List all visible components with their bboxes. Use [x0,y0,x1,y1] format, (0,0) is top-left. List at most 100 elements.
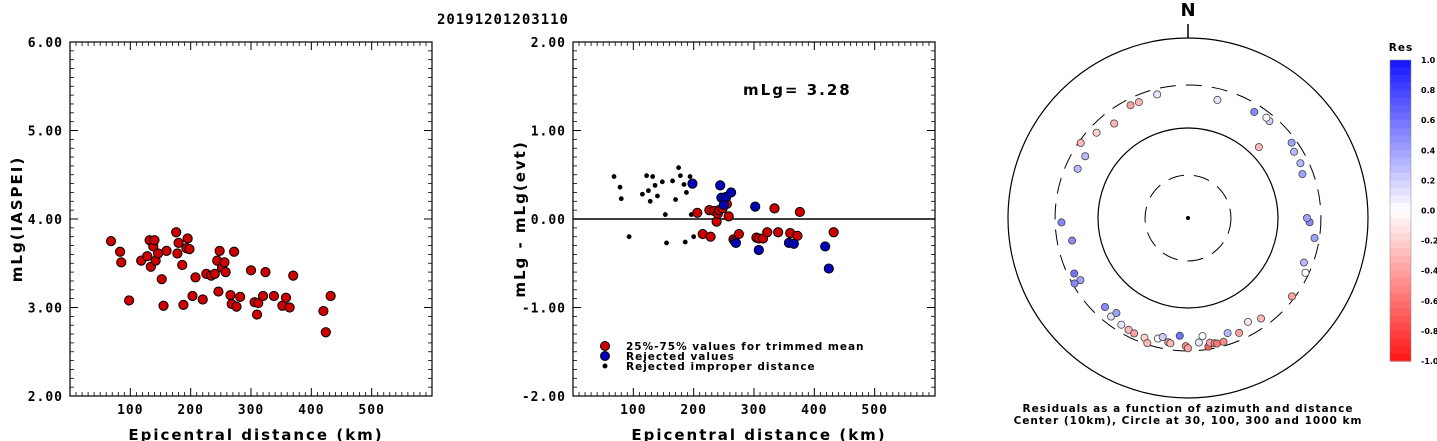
data-point-improper [662,212,668,217]
colorbar-segment [1390,75,1411,84]
colorbar-segment [1390,105,1411,114]
colorbar-segment [1390,97,1411,106]
colorbar-segment [1390,127,1411,136]
y-axis-label: mLg - mLg(evt) [511,140,529,297]
data-point [114,246,126,257]
data-point [213,286,224,297]
data-point [173,237,184,248]
data-point [280,292,292,303]
data-point [253,297,264,309]
data-point [220,267,231,278]
plot-frame [69,41,433,397]
data-point [116,257,127,268]
colorbar-segment [1390,210,1411,219]
colorbar-segment [1390,180,1411,189]
colorbar-segment [1390,308,1411,317]
station-marker [1213,95,1222,104]
colorbar-segment [1390,218,1411,227]
data-point [229,246,240,257]
data-point [723,211,734,222]
data-point [219,257,230,268]
data-point [318,305,329,317]
x-axis-label: Epicentral distance (km) [631,426,886,441]
range-circle-1000km [1007,37,1369,399]
range-circle-100km [1097,127,1279,309]
data-point-rejected [730,237,742,248]
data-point [172,248,183,259]
data-point [209,268,220,279]
colorbar-segment [1390,90,1411,99]
y-tick-label: 2.00 [28,390,63,405]
station-marker [1126,101,1135,110]
data-point-improper [652,182,658,188]
data-point-improper [664,240,669,246]
legend-label-rejected: Rejected values [626,351,735,363]
data-point-improper [618,196,624,202]
station-marker [1101,303,1110,312]
station-marker [1070,279,1079,288]
colorbar-segment [1390,195,1411,204]
colorbar-segment [1390,263,1411,272]
mlg-annotation: mLg= 3.28 [743,81,852,99]
data-point-improper [681,182,687,187]
colorbar-segment [1390,112,1411,121]
colorbar-segment [1390,255,1411,264]
data-point-rejected [753,244,764,256]
x-tick-label: 200 [177,403,203,418]
data-point [325,290,336,302]
colorbar-title: Res [1389,42,1413,54]
legend: 25%-75% values for trimmed mean Rejected… [600,341,864,373]
data-point [214,245,225,256]
data-point [692,207,703,218]
colorbar-segment [1390,345,1411,355]
data-point [152,248,164,259]
colorbar-segment [1390,135,1411,144]
data-point [225,290,236,301]
y-tick-label: 1.00 [531,125,566,140]
y-tick-label: -1.00 [522,302,566,317]
station-marker [1235,328,1244,337]
range-circle-30km [1144,174,1232,262]
data-point-improper [677,173,683,179]
data-point [251,309,263,320]
data-point-improper [647,198,653,204]
data-point-improper [670,178,675,184]
station-marker [1068,236,1077,245]
data-point-improper [626,234,632,240]
station-marker [1198,332,1207,341]
data-point-improper [684,190,689,195]
data-point-improper [611,174,617,179]
data-point [762,227,773,238]
data-point [257,290,269,302]
figure-title: 20191201203110 [437,12,569,28]
station-marker [1212,339,1221,348]
station-marker [1081,152,1090,161]
data-point [235,291,246,302]
x-tick-label: 300 [238,403,264,418]
y-tick-label: 4.00 [28,213,63,228]
station-marker [1257,314,1266,323]
colorbar-frame [1389,59,1412,362]
colorbar-segment [1390,248,1411,257]
colorbar-segment [1390,330,1411,340]
x-tick-label: 400 [298,403,324,418]
y-tick-label: 2.00 [531,36,566,51]
data-point [260,267,271,278]
colorbar-segment [1390,300,1411,309]
colorbar-segment [1390,225,1411,234]
station-marker [1110,119,1119,128]
data-point-improper [673,197,678,202]
colorbar-tick-label: -0.2 [1421,237,1437,246]
data-point-improper [617,184,623,190]
colorbar-tick-label: 0.8 [1421,86,1436,95]
data-point-improper [659,179,665,185]
x-tick-label: 400 [801,403,827,418]
legend-marker-rejected [600,351,610,361]
data-point [142,251,153,262]
x-tick-label: 500 [358,403,384,418]
station-marker [1166,339,1175,348]
y-tick-label: -2.00 [522,390,566,405]
y-tick-label: 5.00 [28,125,63,140]
colorbar-segment [1390,142,1411,151]
station-marker [1302,213,1311,222]
